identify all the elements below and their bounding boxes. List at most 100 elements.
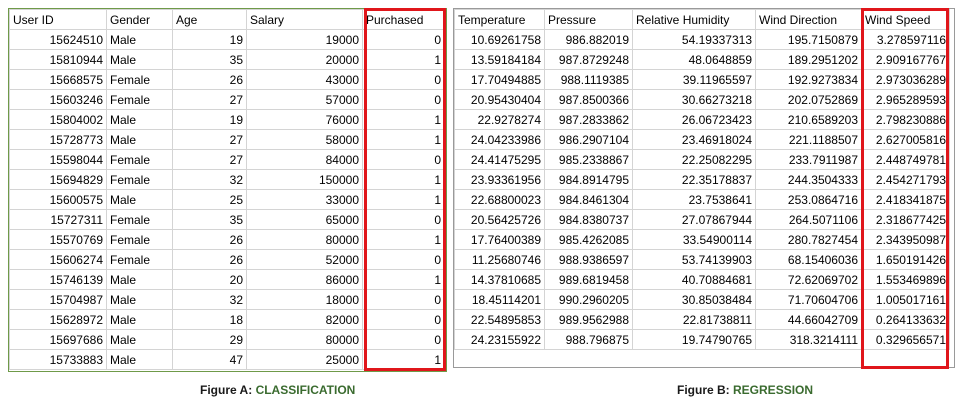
table-cell[interactable]: 27 — [172, 129, 247, 150]
table-cell[interactable]: 22.35178837 — [632, 169, 756, 190]
table-cell[interactable]: 15628972 — [9, 309, 107, 330]
table-cell[interactable]: 71.70604706 — [755, 289, 862, 310]
table-cell[interactable]: 0 — [362, 249, 445, 270]
table-cell[interactable]: Male — [106, 29, 173, 50]
table-cell[interactable]: 986.2907104 — [544, 129, 633, 150]
table-cell[interactable]: 15624510 — [9, 29, 107, 50]
table-cell[interactable]: 2.343950987 — [861, 229, 950, 250]
table-cell[interactable]: 985.2338867 — [544, 149, 633, 170]
table-cell[interactable]: 26 — [172, 69, 247, 90]
table-cell[interactable]: 1 — [362, 49, 445, 70]
table-cell[interactable]: 1 — [362, 349, 445, 370]
table-cell[interactable]: Male — [106, 309, 173, 330]
table-cell[interactable]: 23.7538641 — [632, 189, 756, 210]
table-cell[interactable]: 15694829 — [9, 169, 107, 190]
table-cell[interactable]: 27 — [172, 149, 247, 170]
table-cell[interactable]: 20.56425726 — [454, 209, 545, 230]
table-cell[interactable]: 990.2960205 — [544, 289, 633, 310]
table-cell[interactable]: 1 — [362, 109, 445, 130]
table-cell[interactable]: 58000 — [246, 129, 363, 150]
table-cell[interactable]: 17.70494885 — [454, 69, 545, 90]
table-cell[interactable]: 988.1119385 — [544, 69, 633, 90]
table-cell[interactable]: 22.9278274 — [454, 109, 545, 130]
table-cell[interactable]: Male — [106, 289, 173, 310]
col-header-pressure[interactable]: Pressure — [544, 9, 633, 30]
table-cell[interactable]: 24.41475295 — [454, 149, 545, 170]
table-cell[interactable]: 76000 — [246, 109, 363, 130]
table-cell[interactable]: 202.0752869 — [755, 89, 862, 110]
table-cell[interactable]: 33.54900114 — [632, 229, 756, 250]
table-cell[interactable]: 33000 — [246, 189, 363, 210]
table-cell[interactable]: 15704987 — [9, 289, 107, 310]
table-cell[interactable]: 264.5071106 — [755, 209, 862, 230]
table-cell[interactable]: 15600575 — [9, 189, 107, 210]
table-cell[interactable]: 15746139 — [9, 269, 107, 290]
table-cell[interactable]: 2.965289593 — [861, 89, 950, 110]
table-cell[interactable]: Female — [106, 169, 173, 190]
table-cell[interactable]: Female — [106, 229, 173, 250]
table-cell[interactable]: 47 — [172, 349, 247, 370]
table-cell[interactable]: 32 — [172, 289, 247, 310]
table-cell[interactable]: 2.318677425 — [861, 209, 950, 230]
table-cell[interactable]: 15668575 — [9, 69, 107, 90]
table-cell[interactable]: 20 — [172, 269, 247, 290]
table-cell[interactable]: 52000 — [246, 249, 363, 270]
table-cell[interactable]: 18 — [172, 309, 247, 330]
table-cell[interactable]: 0 — [362, 89, 445, 110]
table-cell[interactable]: 984.8380737 — [544, 209, 633, 230]
table-cell[interactable]: 15733883 — [9, 349, 107, 370]
table-cell[interactable]: 25 — [172, 189, 247, 210]
table-cell[interactable]: 0 — [362, 309, 445, 330]
table-cell[interactable]: 20.95430404 — [454, 89, 545, 110]
table-cell[interactable]: 1 — [362, 229, 445, 250]
table-cell[interactable]: 48.0648859 — [632, 49, 756, 70]
table-cell[interactable]: 43000 — [246, 69, 363, 90]
table-cell[interactable]: 984.8914795 — [544, 169, 633, 190]
table-cell[interactable]: 195.7150879 — [755, 29, 862, 50]
table-cell[interactable]: 22.54895853 — [454, 309, 545, 330]
table-cell[interactable]: 189.2951202 — [755, 49, 862, 70]
table-cell[interactable]: 22.68800023 — [454, 189, 545, 210]
table-cell[interactable]: 22.81738811 — [632, 309, 756, 330]
table-cell[interactable]: 80000 — [246, 329, 363, 350]
table-cell[interactable]: 2.448749781 — [861, 149, 950, 170]
table-cell[interactable]: 2.909167767 — [861, 49, 950, 70]
table-cell[interactable]: 987.2833862 — [544, 109, 633, 130]
table-cell[interactable]: 0.329656571 — [861, 329, 950, 350]
table-cell[interactable]: Male — [106, 129, 173, 150]
table-cell[interactable]: 0 — [362, 209, 445, 230]
table-cell[interactable]: 19 — [172, 29, 247, 50]
table-cell[interactable]: Male — [106, 49, 173, 70]
table-cell[interactable]: 2.973036289 — [861, 69, 950, 90]
table-cell[interactable]: Female — [106, 249, 173, 270]
table-cell[interactable]: 15598044 — [9, 149, 107, 170]
table-cell[interactable]: 30.66273218 — [632, 89, 756, 110]
table-cell[interactable]: 987.8500366 — [544, 89, 633, 110]
table-cell[interactable]: 32 — [172, 169, 247, 190]
table-cell[interactable]: 26 — [172, 229, 247, 250]
table-cell[interactable]: 2.454271793 — [861, 169, 950, 190]
table-cell[interactable]: Female — [106, 209, 173, 230]
table-cell[interactable]: 19.74790765 — [632, 329, 756, 350]
table-cell[interactable]: 1 — [362, 189, 445, 210]
table-cell[interactable]: 253.0864716 — [755, 189, 862, 210]
table-cell[interactable]: 15570769 — [9, 229, 107, 250]
table-cell[interactable]: 1 — [362, 169, 445, 190]
table-cell[interactable]: 1.553469896 — [861, 269, 950, 290]
table-cell[interactable]: 19 — [172, 109, 247, 130]
table-cell[interactable]: 65000 — [246, 209, 363, 230]
table-cell[interactable]: Male — [106, 189, 173, 210]
table-cell[interactable]: 23.93361956 — [454, 169, 545, 190]
col-header-age[interactable]: Age — [172, 9, 247, 30]
table-cell[interactable]: Male — [106, 349, 173, 370]
table-cell[interactable]: 15728773 — [9, 129, 107, 150]
table-cell[interactable]: 13.59184184 — [454, 49, 545, 70]
table-cell[interactable]: 24.04233986 — [454, 129, 545, 150]
col-header-temperature[interactable]: Temperature — [454, 9, 545, 30]
table-cell[interactable]: Male — [106, 269, 173, 290]
table-cell[interactable]: 989.6819458 — [544, 269, 633, 290]
table-cell[interactable]: 0 — [362, 29, 445, 50]
table-cell[interactable]: 25000 — [246, 349, 363, 370]
table-cell[interactable]: 192.9273834 — [755, 69, 862, 90]
table-cell[interactable]: 18000 — [246, 289, 363, 310]
